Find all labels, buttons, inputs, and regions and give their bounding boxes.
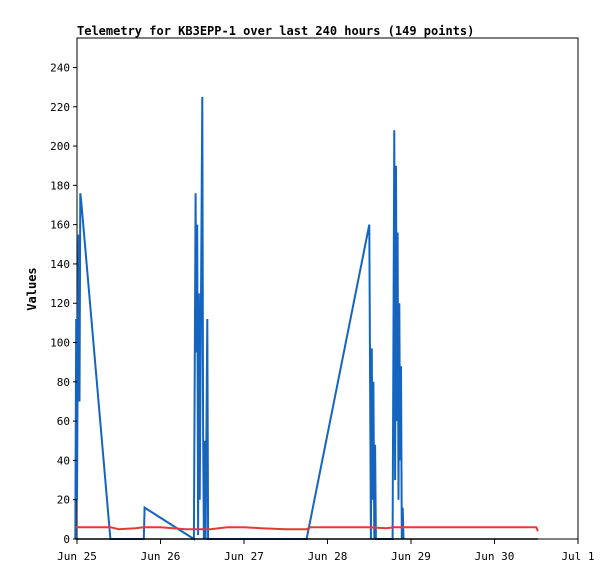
- series-line-2: [75, 526, 539, 532]
- y-tick-label: 160: [50, 219, 70, 232]
- x-axis: Jun 25 Jun 26 Jun 27 Jun 28 Jun 29 Jun 30 Jul …: [57, 539, 595, 563]
- y-tick-label: 0: [63, 533, 70, 546]
- x-tick-label: Jun 29: [391, 550, 431, 563]
- y-tick-label: 100: [50, 337, 70, 350]
- x-tick-label: Jun 25: [57, 550, 97, 563]
- y-tick-label: 40: [57, 454, 70, 467]
- x-tick-label: Jun 30: [475, 550, 515, 563]
- chart-title: Telemetry for KB3EPP-1 over last 240 hou…: [77, 24, 474, 38]
- y-tick-label: 120: [50, 297, 70, 310]
- y-tick-label: 200: [50, 140, 70, 153]
- y-tick-label: 60: [57, 415, 70, 428]
- y-tick-label: 80: [57, 376, 70, 389]
- y-tick-label: 140: [50, 258, 70, 271]
- y-tick-label: 240: [50, 61, 70, 74]
- x-tick-label: Jun 26: [141, 550, 181, 563]
- y-tick-label: 20: [57, 494, 70, 507]
- series-line-1: [74, 96, 405, 541]
- y-axis: 0 20 40 60 80 100 120 140 160 180 200 220 240: [50, 61, 77, 546]
- x-tick-label: Jul 1: [561, 550, 594, 563]
- x-tick-label: Jun 27: [224, 550, 264, 563]
- y-tick-label: 220: [50, 101, 70, 114]
- x-tick-label: Jun 28: [308, 550, 348, 563]
- y-axis-label: Values: [25, 267, 39, 310]
- plot-area: [76, 37, 579, 540]
- y-tick-label: 180: [50, 179, 70, 192]
- series-layer: [74, 96, 539, 541]
